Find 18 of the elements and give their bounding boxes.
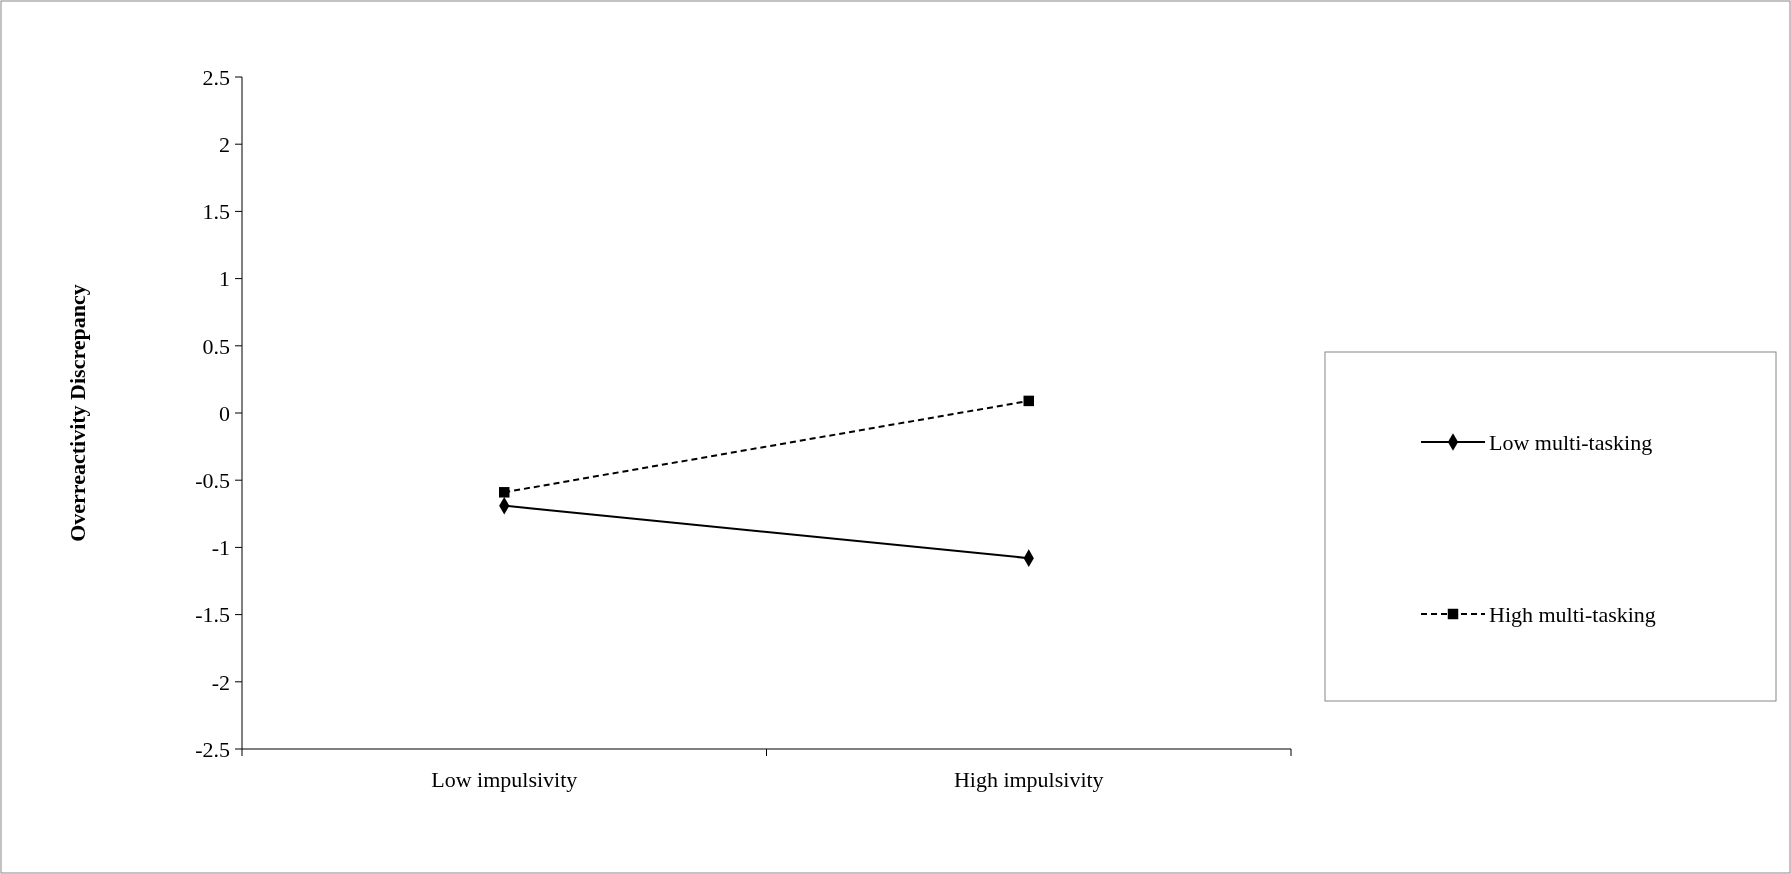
y-tick-label: -1 [211, 535, 230, 561]
y-tick-label: 1.5 [202, 199, 230, 225]
y-tick-label: 2.5 [202, 64, 230, 90]
y-tick-label: -2.5 [195, 736, 230, 762]
y-tick-label: 0 [219, 400, 230, 426]
x-tick-label: High impulsivity [953, 767, 1104, 792]
y-tick-label: 0.5 [202, 333, 230, 359]
y-tick-label: -0.5 [195, 467, 230, 493]
legend-label: Low multi-tasking [1489, 429, 1653, 455]
x-tick-label: Low impulsivity [431, 767, 578, 792]
point [499, 487, 510, 498]
point [1023, 395, 1034, 407]
y-tick-label: -2 [211, 669, 230, 695]
y-axis-title: Overreactivity Discrepancy [65, 284, 90, 542]
y-tick-label: 1 [219, 266, 230, 292]
y-tick-label: -1.5 [195, 602, 230, 628]
y-tick-label: 2 [219, 131, 230, 157]
legend-label: High multi-tasking [1489, 601, 1656, 627]
